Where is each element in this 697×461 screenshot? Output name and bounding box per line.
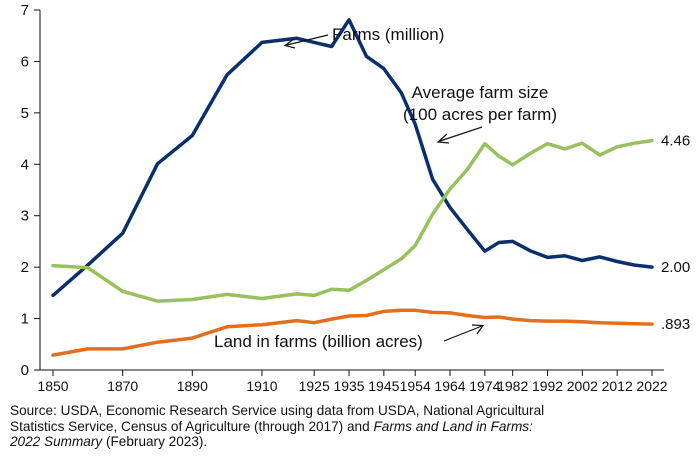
- x-tick-label: 1982: [497, 378, 528, 394]
- x-tick-label: 2012: [602, 378, 633, 394]
- series-line-farms-million: [51, 18, 654, 298]
- x-tick-label: 1974: [469, 378, 500, 394]
- line-chart: 0 1 2 3 4 5 6 7 1850 1870 1890 1910 1925 1935 1945 195…: [21, 2, 691, 394]
- size-arrow: [439, 126, 483, 142]
- end-label-farms-million: 2.00: [661, 259, 690, 276]
- land-arrowhead: [471, 324, 485, 335]
- x-tick-label: 1935: [333, 378, 364, 394]
- x-tick-label: 1945: [368, 378, 399, 394]
- source-line3-italic: 2022 Summary: [10, 434, 103, 449]
- source-line2-italic: Farms and Land in Farms:: [373, 418, 533, 434]
- y-tick-label: 7: [21, 2, 29, 19]
- x-tick-label: 2002: [567, 378, 598, 394]
- series-lines: 2.00 4.46 .893: [51, 18, 690, 357]
- x-tick-label: 1850: [37, 378, 68, 394]
- y-tick-label: 2: [21, 259, 29, 276]
- source-line3-plain: (February 2023).: [102, 434, 208, 449]
- y-axis-ticks: 0 1 2 3 4 5 6 7: [21, 2, 40, 379]
- y-tick-label: 0: [21, 362, 29, 379]
- x-tick-label: 1992: [532, 378, 563, 394]
- source-line1: Source: USDA, Economic Research Service …: [10, 403, 545, 418]
- y-tick-label: 1: [21, 311, 29, 328]
- source-note: Source: USDA, Economic Research Service …: [10, 403, 690, 450]
- series-line-average-farm-size-100-acres-per-farm: [51, 138, 654, 303]
- size-arrowhead: [436, 133, 450, 144]
- y-tick-label: 4: [21, 156, 29, 173]
- size-annotation-line2: (100 acres per farm): [403, 105, 557, 124]
- y-tick-label: 5: [21, 105, 29, 122]
- size-annotation-line1: Average farm size: [412, 83, 549, 102]
- y-tick-label: 6: [21, 53, 29, 70]
- x-tick-label: 1890: [177, 378, 208, 394]
- series-line-land-in-farms-billion-acres: [51, 308, 654, 357]
- farms-arrowhead: [283, 38, 296, 49]
- source-line2-plain: Statistics Service, Census of Agricultur…: [10, 418, 374, 434]
- x-tick-label: 1910: [246, 378, 277, 394]
- land-arrow: [443, 325, 483, 342]
- x-tick-label: 1925: [299, 378, 330, 394]
- x-tick-label: 1964: [434, 378, 465, 394]
- x-tick-label: 2022: [636, 378, 667, 394]
- end-label-average-farm-size-100-acres-per-farm: 4.46: [661, 133, 690, 150]
- end-label-land-in-farms-billion-acres: .893: [661, 316, 690, 333]
- land-annotation: Land in farms (billion acres): [214, 332, 423, 351]
- x-axis-ticks: 1850 1870 1890 1910 1925 1935 1945 1954 1964 1974…: [37, 370, 668, 394]
- farms-arrow: [286, 34, 329, 46]
- x-tick-label: 1954: [400, 378, 431, 394]
- farms-annotation: Farms (million): [332, 25, 444, 44]
- x-tick-label: 1870: [107, 378, 138, 394]
- y-tick-label: 3: [21, 208, 29, 225]
